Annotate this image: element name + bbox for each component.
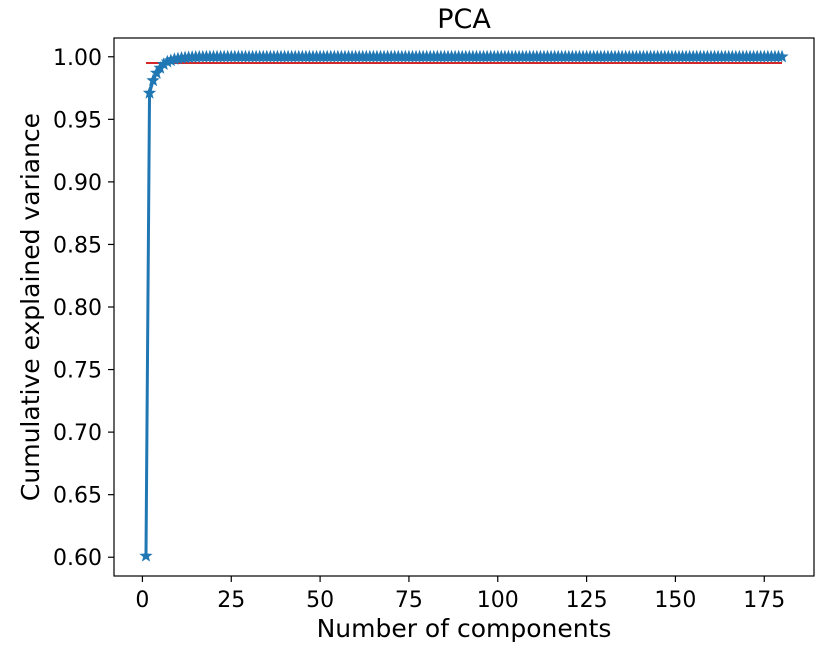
data-point-marker	[142, 86, 157, 99]
y-tick-label: 0.80	[53, 296, 102, 321]
data-point-marker	[775, 49, 789, 63]
y-axis-label: Cumulative explained variance	[16, 113, 45, 501]
y-tick-label: 0.90	[53, 171, 102, 196]
data-point-marker	[153, 61, 167, 74]
chart-title: PCA	[437, 4, 491, 35]
y-tick-label: 0.95	[53, 108, 102, 133]
data-series	[139, 49, 789, 562]
x-tick-label: 175	[743, 588, 785, 613]
data-point-marker	[139, 548, 153, 562]
y-tick-label: 0.60	[53, 546, 102, 571]
x-tick-label: 75	[395, 588, 423, 613]
y-tick-label: 0.85	[53, 233, 102, 258]
x-tick-label: 25	[217, 588, 245, 613]
plot-frame	[113, 37, 815, 577]
data-point-marker	[146, 73, 160, 87]
x-axis-label: Number of components	[317, 614, 612, 643]
data-point-marker	[164, 53, 178, 67]
x-tick-label: 100	[477, 588, 519, 613]
series-line	[144, 55, 783, 556]
x-tick-label: 0	[135, 588, 149, 613]
y-tick-label: 0.70	[53, 421, 102, 446]
data-point-marker	[160, 54, 174, 68]
y-tick-label: 0.65	[53, 484, 102, 509]
data-point-marker	[157, 57, 171, 70]
x-tick-label: 125	[566, 588, 608, 613]
y-tick-label: 0.75	[53, 359, 102, 384]
x-axis-ticks: 0 25 50 75 100 125 150 175	[135, 576, 785, 613]
y-axis-ticks: 0.60 0.65 0.70 0.75 0.80 0.85 0.90 0.95 1.00	[53, 46, 114, 571]
y-tick-label: 1.00	[53, 46, 102, 71]
x-tick-label: 50	[306, 588, 334, 613]
x-tick-label: 150	[654, 588, 696, 613]
